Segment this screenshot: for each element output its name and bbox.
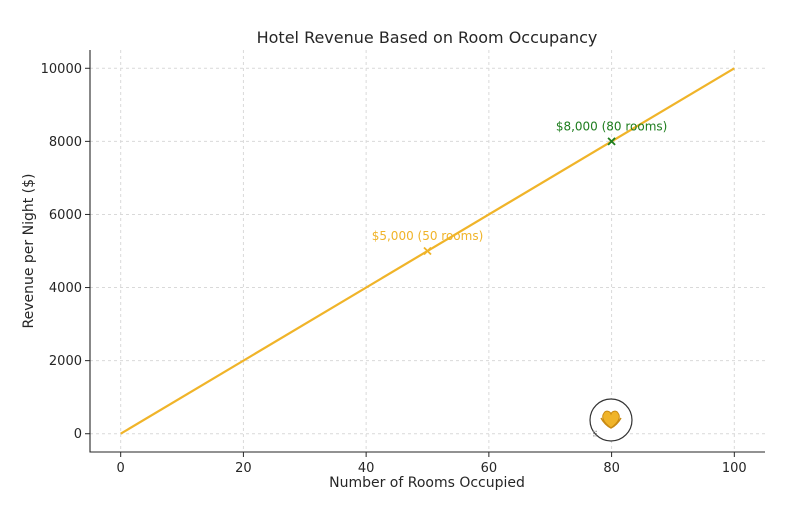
x-tick-label: 60 <box>481 461 498 476</box>
point-annotation: $8,000 (80 rooms) <box>556 119 668 133</box>
point-annotation: $5,000 (50 rooms) <box>372 229 484 243</box>
axis-ticks: 0 20 40 60 80 100 0 2000 4000 6000 8000 10000 <box>41 62 747 476</box>
x-tick-label: 0 <box>117 461 125 476</box>
y-tick-label: 2000 <box>49 354 82 369</box>
x-tick-label: 40 <box>358 461 375 476</box>
x-tick-label: 20 <box>235 461 252 476</box>
y-tick-label: 10000 <box>41 62 82 77</box>
badge-small-icon: ⠿ <box>592 430 598 439</box>
x-marker <box>423 246 432 256</box>
chart-title: Hotel Revenue Based on Room Occupancy <box>257 28 598 47</box>
grid <box>90 50 765 452</box>
annotated-point: $8,000 (80 rooms) <box>556 119 668 146</box>
markers: $5,000 (50 rooms) $8,000 (80 rooms) <box>372 119 668 256</box>
floating-badge[interactable]: ⠿ <box>589 398 633 442</box>
y-tick-label: 0 <box>74 427 82 442</box>
x-marker <box>607 137 616 146</box>
axis-spines <box>89 50 765 453</box>
y-tick-label: 4000 <box>49 281 82 296</box>
heart-hands-icon <box>600 410 622 429</box>
y-tick-label: 6000 <box>49 208 82 223</box>
y-axis-label: Revenue per Night ($) <box>21 173 37 328</box>
x-tick-label: 100 <box>722 461 747 476</box>
y-tick-label: 8000 <box>49 135 82 150</box>
annotated-point: $5,000 (50 rooms) <box>372 229 484 256</box>
x-axis-label: Number of Rooms Occupied <box>329 475 525 491</box>
x-tick-label: 80 <box>603 461 620 476</box>
